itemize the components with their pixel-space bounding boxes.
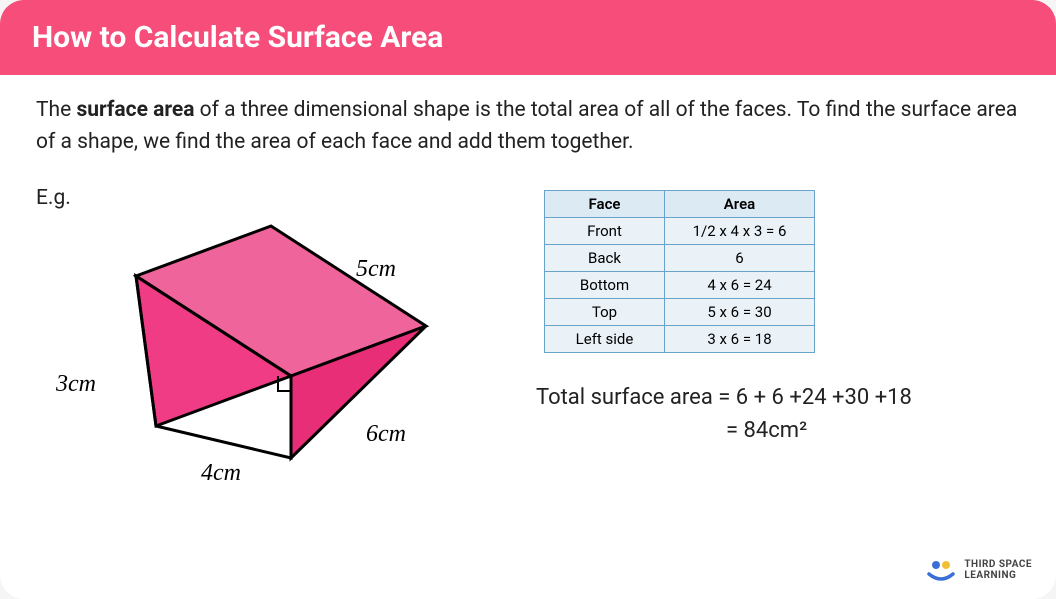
table-cell: Back [545, 245, 665, 272]
table-cell: Left side [545, 326, 665, 353]
table-row: Front1/2 x 4 x 3 = 6 [545, 218, 815, 245]
logo-line-1: THIRD SPACE [964, 559, 1032, 570]
logo-text: THIRD SPACE LEARNING [964, 559, 1032, 581]
total-line-1: Total surface area = 6 + 6 +24 +30 +18 [536, 381, 1020, 414]
card-header: How to Calculate Surface Area [0, 0, 1056, 75]
table-cell: Bottom [545, 272, 665, 299]
body-row: E.g. [36, 186, 1020, 506]
dim-3cm: 3cm [56, 371, 96, 398]
th-face: Face [545, 191, 665, 218]
table-cell: 5 x 6 = 30 [665, 299, 815, 326]
card-title: How to Calculate Surface Area [32, 20, 443, 55]
table-row: Back6 [545, 245, 815, 272]
logo-line-2: LEARNING [964, 570, 1032, 581]
calc-column: Face Area Front1/2 x 4 x 3 = 6Back6Botto… [536, 186, 1020, 506]
table-cell: 6 [665, 245, 815, 272]
table-cell: Top [545, 299, 665, 326]
dim-6cm: 6cm [366, 421, 406, 448]
brand-logo: THIRD SPACE LEARNING [926, 559, 1032, 581]
dim-5cm: 5cm [356, 256, 396, 283]
logo-icon [926, 559, 956, 581]
intro-bold: surface area [76, 98, 194, 122]
th-area: Area [665, 191, 815, 218]
table-row: Left side3 x 6 = 18 [545, 326, 815, 353]
face-area-table: Face Area Front1/2 x 4 x 3 = 6Back6Botto… [544, 190, 815, 353]
table-cell: 3 x 6 = 18 [665, 326, 815, 353]
total-line-2: = 84cm² [536, 414, 1020, 447]
table-row: Bottom4 x 6 = 24 [545, 272, 815, 299]
dim-4cm: 4cm [201, 460, 241, 487]
info-card: How to Calculate Surface Area The surfac… [0, 0, 1056, 599]
table-cell: 4 x 6 = 24 [665, 272, 815, 299]
intro-text: The surface area of a three dimensional … [36, 95, 1020, 158]
totals: Total surface area = 6 + 6 +24 +30 +18 =… [536, 381, 1020, 447]
table-cell: Front [545, 218, 665, 245]
example-label: E.g. [36, 186, 516, 210]
card-content: The surface area of a three dimensional … [0, 75, 1056, 526]
table-row: Top5 x 6 = 30 [545, 299, 815, 326]
prism-diagram: 5cm 3cm 4cm 6cm [66, 216, 496, 506]
intro-pre: The [36, 98, 76, 122]
table-cell: 1/2 x 4 x 3 = 6 [665, 218, 815, 245]
diagram-column: E.g. [36, 186, 516, 506]
